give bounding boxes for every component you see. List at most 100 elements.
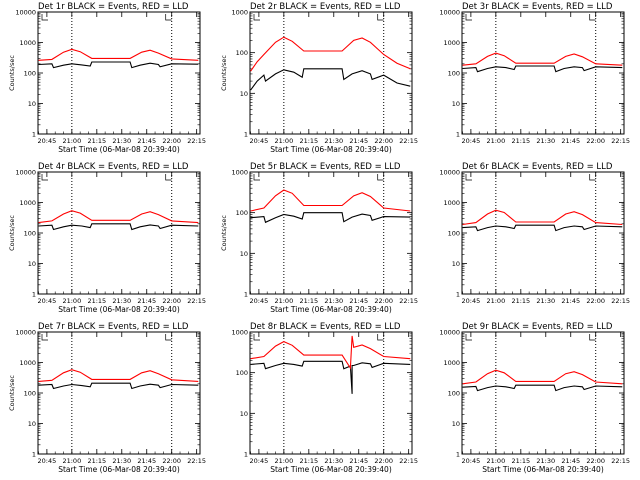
y-axis-label: Counts/sec bbox=[8, 215, 16, 251]
x-tick-label: 22:15 bbox=[611, 457, 630, 465]
x-tick-label: 21:30 bbox=[324, 137, 343, 145]
x-tick-label: 21:15 bbox=[511, 137, 530, 145]
detector-panel: Det 2r BLACK = Events, RED = LLD 1 10 100 10… bbox=[220, 2, 418, 154]
y-tick-label: 1 bbox=[32, 291, 36, 299]
y-tick-label: 1000 bbox=[231, 329, 248, 337]
x-axis-label: Start Time (06-Mar-08 20:39:40) bbox=[270, 145, 392, 154]
x-tick-label: 22:15 bbox=[399, 137, 418, 145]
y-tick-label: 1000 bbox=[443, 359, 460, 367]
plot-frame bbox=[249, 331, 413, 455]
interval-marker bbox=[377, 334, 384, 341]
panel-title: Det 9r BLACK = Events, RED = LLD bbox=[462, 322, 613, 332]
x-tick-label: 21:00 bbox=[486, 457, 505, 465]
plot-frame bbox=[37, 11, 201, 135]
x-tick-label: 21:30 bbox=[536, 137, 555, 145]
x-tick-label: 22:00 bbox=[586, 137, 605, 145]
plot-frame bbox=[249, 171, 413, 295]
x-tick-label: 22:00 bbox=[374, 457, 393, 465]
interval-marker bbox=[41, 14, 48, 21]
x-tick-label: 21:30 bbox=[112, 297, 131, 305]
x-tick-label: 22:15 bbox=[611, 297, 630, 305]
detector-panel: Det 8r BLACK = Events, RED = LLD 1 10 100 10… bbox=[231, 322, 418, 474]
plot-frame bbox=[461, 331, 625, 455]
y-tick-label: 10 bbox=[240, 250, 248, 258]
x-tick-label: 20:45 bbox=[462, 457, 481, 465]
interval-marker bbox=[165, 334, 172, 341]
plot-frame bbox=[37, 171, 201, 295]
plot-frame bbox=[249, 11, 413, 135]
panel-title: Det 2r BLACK = Events, RED = LLD bbox=[250, 2, 401, 12]
interval-marker bbox=[465, 174, 472, 181]
series-line-events bbox=[250, 68, 411, 91]
x-tick-label: 21:30 bbox=[112, 137, 131, 145]
y-tick-label: 10 bbox=[28, 260, 36, 268]
x-tick-label: 22:00 bbox=[586, 297, 605, 305]
x-tick-label: 21:45 bbox=[561, 297, 580, 305]
x-tick-label: 20:45 bbox=[250, 137, 269, 145]
y-tick-label: 1000 bbox=[443, 39, 460, 47]
y-axis-label: Counts/sec bbox=[220, 215, 228, 251]
x-tick-label: 22:15 bbox=[187, 137, 206, 145]
x-axis-label: Start Time (06-Mar-08 20:39:40) bbox=[270, 305, 392, 314]
panel-title: Det 5r BLACK = Events, RED = LLD bbox=[250, 162, 401, 172]
y-tick-label: 100 bbox=[24, 230, 36, 238]
detector-panel: Det 7r BLACK = Events, RED = LLD 1 10 100 10… bbox=[8, 322, 206, 474]
x-tick-label: 22:00 bbox=[162, 137, 181, 145]
y-tick-label: 1 bbox=[456, 291, 460, 299]
series-line-lld bbox=[38, 369, 199, 382]
x-tick-label: 20:45 bbox=[38, 297, 57, 305]
panel-title: Det 7r BLACK = Events, RED = LLD bbox=[38, 322, 189, 332]
series-line-events bbox=[38, 382, 199, 390]
x-tick-label: 21:15 bbox=[511, 297, 530, 305]
x-tick-label: 21:15 bbox=[299, 457, 318, 465]
interval-marker bbox=[377, 174, 384, 181]
y-tick-label: 10000 bbox=[439, 169, 460, 177]
x-tick-label: 20:45 bbox=[250, 457, 269, 465]
x-tick-label: 21:15 bbox=[87, 297, 106, 305]
x-tick-label: 21:00 bbox=[62, 457, 81, 465]
x-tick-label: 21:30 bbox=[324, 457, 343, 465]
y-tick-label: 10000 bbox=[439, 9, 460, 17]
x-tick-label: 22:00 bbox=[586, 457, 605, 465]
y-tick-label: 10 bbox=[240, 90, 248, 98]
y-tick-label: 10 bbox=[240, 410, 248, 418]
detector-panel: Det 3r BLACK = Events, RED = LLD 1 10 100 10… bbox=[439, 2, 630, 145]
x-tick-label: 20:45 bbox=[38, 137, 57, 145]
x-tick-label: 22:15 bbox=[611, 137, 630, 145]
x-tick-label: 21:00 bbox=[486, 137, 505, 145]
x-tick-label: 20:45 bbox=[462, 137, 481, 145]
x-tick-label: 21:45 bbox=[349, 137, 368, 145]
x-tick-label: 21:30 bbox=[536, 297, 555, 305]
y-axis-label: Counts/sec bbox=[220, 55, 228, 91]
interval-marker bbox=[165, 14, 172, 21]
x-tick-label: 21:15 bbox=[299, 297, 318, 305]
panel-title: Det 8r BLACK = Events, RED = LLD bbox=[250, 322, 401, 332]
series-line-lld bbox=[462, 52, 623, 66]
interval-marker bbox=[465, 14, 472, 21]
y-tick-label: 100 bbox=[24, 390, 36, 398]
series-line-events bbox=[462, 65, 623, 73]
series-line-events bbox=[38, 223, 199, 231]
x-tick-label: 21:45 bbox=[561, 457, 580, 465]
y-tick-label: 10 bbox=[452, 260, 460, 268]
series-line-lld bbox=[250, 335, 411, 370]
x-tick-label: 22:00 bbox=[374, 297, 393, 305]
y-tick-label: 10 bbox=[452, 100, 460, 108]
series-line-events bbox=[462, 224, 623, 232]
x-tick-label: 21:15 bbox=[87, 137, 106, 145]
y-tick-label: 1000 bbox=[19, 39, 36, 47]
y-tick-label: 1 bbox=[32, 131, 36, 139]
series-line-events bbox=[38, 61, 199, 69]
plot-frame bbox=[461, 171, 625, 295]
y-tick-label: 1000 bbox=[231, 169, 248, 177]
x-tick-label: 21:00 bbox=[274, 297, 293, 305]
y-tick-label: 1000 bbox=[19, 199, 36, 207]
y-axis-label: Counts/sec bbox=[8, 375, 16, 411]
y-axis-label: Counts/sec bbox=[8, 55, 16, 91]
y-tick-label: 1000 bbox=[19, 359, 36, 367]
detector-panel: Det 6r BLACK = Events, RED = LLD 1 10 100 10… bbox=[439, 162, 630, 305]
x-tick-label: 21:15 bbox=[511, 457, 530, 465]
y-tick-label: 10 bbox=[452, 420, 460, 428]
x-tick-label: 22:00 bbox=[162, 457, 181, 465]
